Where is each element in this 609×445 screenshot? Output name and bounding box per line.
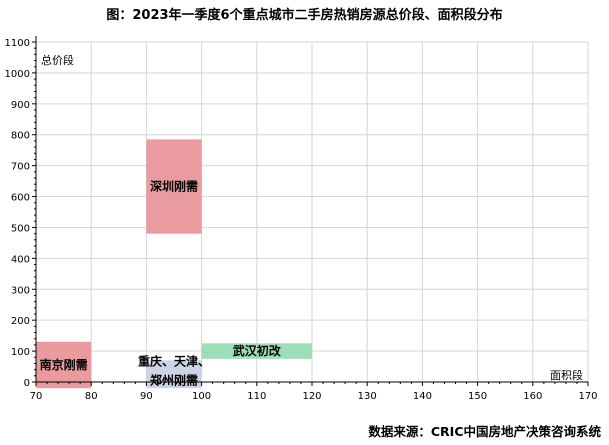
x-tick-label: 120	[302, 391, 321, 402]
region-label: 重庆、天津、	[138, 353, 210, 368]
y-tick-label: 900	[11, 100, 30, 111]
axes	[32, 36, 589, 386]
y-tick-label: 800	[11, 131, 30, 142]
region-rect	[36, 341, 92, 389]
x-tick-label: 100	[192, 391, 211, 402]
x-tick-label: 130	[358, 391, 377, 402]
y-tick-label: 300	[11, 285, 30, 296]
x-tick-label: 140	[413, 391, 432, 402]
y-tick-label: 600	[11, 193, 30, 204]
x-axis-title: 面积段	[550, 368, 583, 382]
region-rect	[201, 343, 312, 359]
x-tick-label: 170	[578, 391, 597, 402]
region-label: 南京刚需	[40, 357, 88, 372]
grid-lines	[36, 41, 589, 382]
y-tick-label: 0	[24, 378, 30, 389]
y-tick-label: 700	[11, 162, 30, 173]
region-label: 深圳刚需	[150, 179, 198, 194]
region-rect	[146, 360, 202, 389]
x-tick-label: 160	[523, 391, 542, 402]
y-axis-title: 总价段	[41, 53, 74, 67]
data-source-note: 数据来源：CRIC中国房地产决策咨询系统	[368, 424, 601, 439]
x-tick-label: 110	[247, 391, 266, 402]
region-label: 武汉初改	[233, 343, 282, 358]
tick-labels: 0 100 200 300 400 500 600 700 800 900 1000 1100 70 80…	[5, 38, 598, 402]
x-tick-label: 70	[30, 391, 43, 402]
region-label-line2: 郑州刚需	[150, 372, 198, 387]
y-tick-label: 100	[11, 347, 30, 358]
y-tick-label: 400	[11, 254, 30, 265]
y-tick-label: 500	[11, 223, 30, 234]
y-tick-label: 1100	[5, 38, 30, 49]
y-tick-label: 1000	[5, 69, 30, 80]
x-tick-label: 90	[140, 391, 153, 402]
chart-title: 图：2023年一季度6个重点城市二手房热销房源总价段、面积段分布	[106, 8, 503, 23]
x-tick-label: 150	[468, 391, 487, 402]
y-tick-label: 200	[11, 316, 30, 327]
region-rect	[146, 139, 202, 234]
x-tick-label: 80	[85, 391, 98, 402]
